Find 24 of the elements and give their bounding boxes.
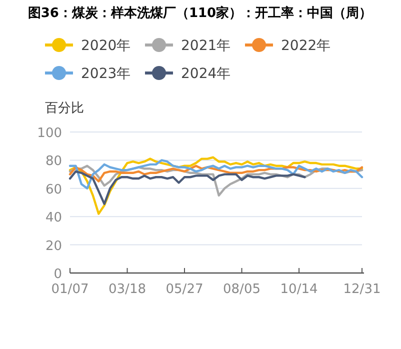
y-tick-label: 100 <box>37 126 62 141</box>
line-series <box>68 159 364 190</box>
legend-label: 2021年 <box>181 38 231 54</box>
y-tick-label: 20 <box>45 238 62 254</box>
legend-label: 2023年 <box>81 66 131 82</box>
y-tick-label: 0 <box>54 267 62 282</box>
y-axis-title: 百分比 <box>45 101 84 116</box>
legend-label: 2022年 <box>281 38 331 54</box>
x-tick-label: 01/07 <box>51 282 89 297</box>
line-series <box>68 156 364 215</box>
line-series <box>68 170 306 206</box>
legend-label: 2024年 <box>181 66 231 82</box>
y-tick-label: 40 <box>45 210 62 226</box>
y-tick-label: 60 <box>45 182 62 198</box>
line-series <box>68 164 364 197</box>
chart-title: 图36：煤炭：样本洗煤厂（110家）：开工率：中国（周） <box>28 5 372 21</box>
y-tick-label: 80 <box>45 154 62 170</box>
x-tick-label: 08/05 <box>223 282 260 297</box>
x-tick-label: 10/14 <box>280 282 318 297</box>
legend-label: 2020年 <box>81 38 131 54</box>
x-tick-label: 05/27 <box>166 282 204 297</box>
x-tick-label: 12/31 <box>343 282 381 297</box>
line-series <box>68 164 364 182</box>
x-tick-label: 03/18 <box>108 282 146 297</box>
